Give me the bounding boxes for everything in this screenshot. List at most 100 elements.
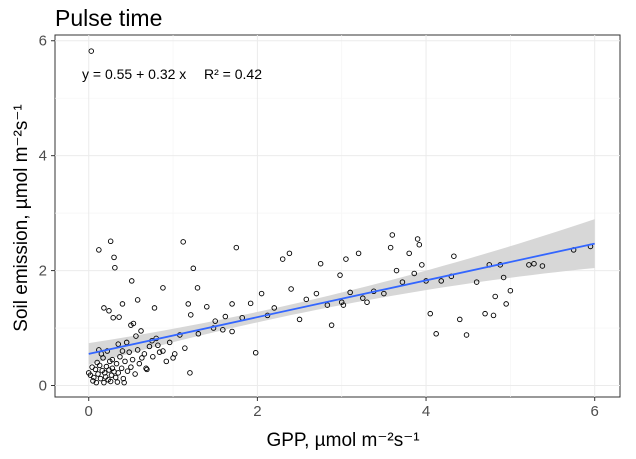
data-point bbox=[389, 232, 396, 238]
data-point bbox=[134, 297, 141, 303]
x-axis-title: GPP, µmol m⁻²s⁻¹ bbox=[266, 430, 419, 451]
data-point bbox=[115, 370, 121, 376]
data-point bbox=[121, 379, 127, 386]
data-point bbox=[482, 310, 488, 317]
data-point bbox=[108, 372, 115, 378]
data-point bbox=[109, 356, 116, 363]
data-point bbox=[97, 375, 104, 382]
chart-title: Pulse time bbox=[55, 5, 162, 31]
data-point bbox=[194, 285, 201, 291]
data-point bbox=[414, 236, 421, 242]
data-point bbox=[170, 355, 176, 361]
data-point bbox=[166, 339, 173, 346]
data-point bbox=[122, 358, 128, 365]
data-point bbox=[419, 262, 425, 268]
data-point bbox=[124, 368, 131, 374]
data-point bbox=[112, 374, 119, 381]
x-tick-label: 0 bbox=[85, 403, 93, 420]
data-point bbox=[406, 250, 412, 257]
data-point bbox=[473, 279, 480, 285]
data-point bbox=[111, 254, 117, 261]
data-point bbox=[185, 301, 191, 307]
data-point bbox=[364, 299, 370, 305]
data-point bbox=[93, 379, 100, 386]
data-point bbox=[188, 312, 194, 318]
data-point bbox=[129, 356, 136, 363]
x-tick-label: 2 bbox=[253, 403, 261, 420]
data-point bbox=[220, 327, 226, 333]
data-point bbox=[393, 267, 400, 274]
data-point bbox=[258, 290, 265, 297]
data-point bbox=[91, 374, 97, 381]
data-point bbox=[317, 260, 324, 267]
regression-line bbox=[88, 242, 595, 355]
data-point bbox=[195, 331, 202, 337]
data-point bbox=[507, 287, 514, 294]
data-point bbox=[143, 365, 149, 372]
data-point bbox=[433, 331, 439, 337]
data-point bbox=[114, 379, 121, 385]
plot-panel bbox=[54, 34, 621, 398]
data-point bbox=[95, 371, 101, 377]
data-point bbox=[347, 289, 353, 296]
data-point bbox=[88, 48, 95, 54]
data-point bbox=[438, 278, 444, 284]
data-point bbox=[355, 250, 362, 257]
data-point bbox=[115, 341, 121, 347]
data-point bbox=[187, 370, 193, 376]
data-point bbox=[381, 290, 387, 297]
data-point bbox=[126, 349, 132, 355]
data-point bbox=[526, 262, 532, 268]
data-point bbox=[133, 333, 139, 339]
x-tick-label: 6 bbox=[591, 403, 599, 420]
data-point bbox=[117, 354, 123, 360]
data-point bbox=[150, 354, 156, 360]
data-point bbox=[101, 305, 107, 311]
data-point bbox=[212, 318, 218, 324]
data-point bbox=[222, 313, 229, 320]
data-point bbox=[96, 362, 103, 369]
data-point bbox=[160, 348, 166, 354]
x-axis: 0 2 4 6 bbox=[85, 397, 599, 420]
data-point bbox=[107, 238, 114, 245]
data-point bbox=[463, 332, 470, 338]
data-point bbox=[288, 286, 294, 292]
data-point bbox=[271, 305, 278, 311]
regression-equation: y = 0.55 + 0.32 x bbox=[82, 66, 186, 82]
data-point bbox=[146, 343, 153, 350]
data-point bbox=[539, 263, 546, 269]
data-point bbox=[116, 314, 122, 320]
data-point bbox=[233, 244, 240, 251]
data-point bbox=[136, 360, 143, 367]
data-point bbox=[500, 274, 507, 281]
data-point bbox=[427, 310, 434, 317]
data-point bbox=[132, 371, 138, 377]
data-point bbox=[151, 305, 158, 311]
data-point bbox=[163, 358, 170, 365]
data-point bbox=[182, 345, 188, 351]
data-point bbox=[96, 247, 102, 253]
data-point bbox=[102, 370, 108, 376]
data-point bbox=[343, 256, 349, 262]
data-point bbox=[229, 328, 235, 335]
data-point bbox=[457, 316, 463, 323]
data-point bbox=[360, 295, 366, 301]
data-point bbox=[492, 293, 498, 300]
data-point bbox=[387, 244, 394, 251]
data-point bbox=[92, 366, 99, 373]
data-point bbox=[337, 272, 343, 278]
data-point bbox=[101, 379, 107, 386]
data-point bbox=[411, 270, 417, 277]
data-point bbox=[190, 265, 197, 272]
y-tick-label: 4 bbox=[39, 148, 47, 165]
data-point bbox=[247, 300, 254, 307]
y-tick-label: 0 bbox=[39, 378, 47, 395]
data-point bbox=[204, 304, 210, 310]
data-point bbox=[490, 312, 497, 319]
data-point bbox=[119, 348, 126, 354]
data-point bbox=[107, 378, 114, 385]
confidence-band bbox=[88, 219, 595, 365]
data-point bbox=[328, 322, 335, 328]
data-point bbox=[180, 239, 186, 245]
